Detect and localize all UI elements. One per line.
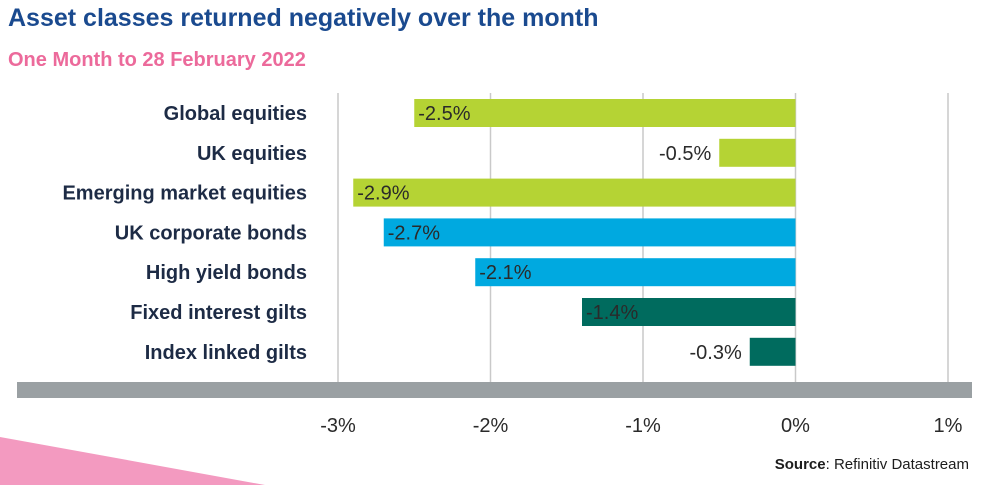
bar (383, 218, 796, 247)
bars (353, 99, 796, 366)
chart-subtitle: One Month to 28 February 2022 (8, 49, 306, 71)
x-tick-label: 0% (781, 415, 810, 437)
category-label: UK corporate bonds (115, 222, 307, 244)
value-label: -1.4% (586, 302, 638, 324)
value-label: -2.7% (388, 222, 440, 244)
category-label: High yield bonds (146, 262, 307, 284)
bar (414, 99, 796, 127)
category-labels: Global equities UK equities Emerging marke… (62, 103, 307, 364)
source-note: Source: Refinitiv Datastream (775, 456, 969, 473)
category-label: UK equities (197, 143, 307, 165)
value-label: -0.3% (690, 342, 742, 364)
value-labels: -2.5% -0.5% -2.9% -2.7% -2.1% -1.4% -0.3% (357, 103, 742, 364)
bar (749, 337, 796, 366)
bar (353, 178, 796, 207)
value-label: -2.5% (418, 103, 470, 125)
category-label: Emerging market equities (62, 183, 307, 205)
source-label: Source (774, 456, 826, 473)
x-tick-label: -1% (625, 415, 661, 437)
corner-accent-shape (0, 437, 265, 485)
bar (582, 298, 796, 326)
x-axis-ticks: -3% -2% -1% 0% 1% (320, 415, 962, 437)
category-label: Fixed interest gilts (130, 302, 307, 324)
category-label: Global equities (164, 103, 307, 125)
bar (475, 258, 796, 287)
value-label: -0.5% (659, 143, 711, 165)
x-tick-label: 1% (934, 415, 963, 437)
value-label: -2.9% (357, 183, 409, 205)
x-tick-label: -3% (320, 415, 356, 437)
source-text: : Refinitiv Datastream (825, 456, 969, 473)
x-tick-label: -2% (473, 415, 509, 437)
bar (719, 138, 796, 167)
axis-bar (17, 382, 972, 398)
chart-title: Asset classes returned negatively over t… (8, 4, 599, 32)
category-label: Index linked gilts (145, 342, 307, 364)
value-label: -2.1% (479, 262, 531, 284)
